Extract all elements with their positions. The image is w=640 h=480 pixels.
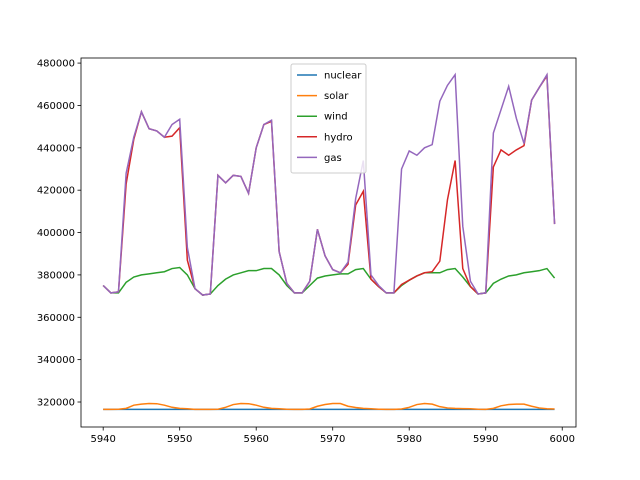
plot-frame bbox=[80, 57, 577, 428]
y-tick-label: 420000 bbox=[37, 186, 75, 197]
y-tick-label: 340000 bbox=[37, 355, 75, 366]
legend-label: gas bbox=[324, 153, 342, 164]
x-tick-label: 6000 bbox=[550, 434, 575, 445]
y-tick-label: 320000 bbox=[37, 398, 75, 409]
x-tick-label: 5940 bbox=[90, 434, 115, 445]
y-tick-label: 400000 bbox=[37, 228, 75, 239]
legend-label: wind bbox=[324, 112, 348, 123]
legend-box bbox=[290, 63, 367, 174]
y-tick-label: 480000 bbox=[37, 59, 75, 70]
line-series bbox=[102, 72, 556, 296]
y-tick-label: 460000 bbox=[37, 101, 75, 112]
x-tick-label: 5990 bbox=[473, 434, 498, 445]
legend-label: hydro bbox=[324, 132, 353, 143]
y-tick-label: 380000 bbox=[37, 270, 75, 281]
line-series bbox=[103, 402, 555, 411]
x-tick-label: 5950 bbox=[167, 434, 192, 445]
y-tick-label: 440000 bbox=[37, 143, 75, 154]
legend-label: solar bbox=[324, 91, 349, 102]
y-tick-label: 360000 bbox=[37, 313, 75, 324]
legend-label: nuclear bbox=[324, 71, 362, 82]
x-tick-label: 5980 bbox=[396, 434, 421, 445]
x-tick-label: 5970 bbox=[320, 434, 345, 445]
x-tick-label: 5960 bbox=[243, 434, 268, 445]
